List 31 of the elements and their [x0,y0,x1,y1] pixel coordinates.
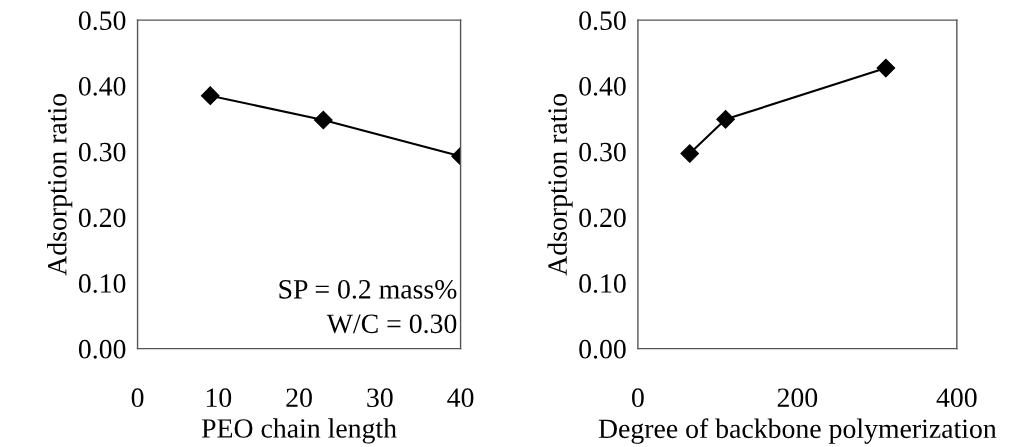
y-tick-label: 0.00 [78,339,126,359]
y-tick-label: 0.40 [579,76,626,96]
y-tick-label: 0.50 [579,11,626,31]
x-tick-label: 30 [367,388,393,408]
y-tick-label: 0.10 [579,274,626,293]
x-axis-title: Degree of backbone polymerization [598,418,997,444]
point [680,144,700,163]
point [313,110,333,130]
x-tick-label: 400 [936,388,977,408]
y-axis-title: Adsorption ratio [47,94,73,276]
y-tick-label: 0.20 [78,208,126,228]
y-tick-label: 0.40 [78,76,126,96]
x-tick-label: 40 [447,388,474,408]
x-tick-label: 0 [632,388,644,408]
x-tick-label: 10 [206,388,232,408]
point [716,109,735,129]
point [876,58,896,78]
x-tick-label: 0 [131,388,144,408]
y-axis-title: Adsorption ratio [547,94,573,276]
x-tick-label: 20 [286,388,312,408]
annotation: SP = 0.2 mass% [279,279,457,299]
y-tick-label: 0.30 [78,142,126,162]
y-tick-label: 0.30 [579,142,626,162]
y-tick-label: 0.20 [579,208,626,228]
y-tick-label: 0.00 [579,339,626,359]
x-tick-label: 200 [777,388,818,408]
annotation: W/C = 0.30 [326,314,457,334]
x-axis-title: PEO chain length [201,418,397,444]
point [200,86,220,106]
y-tick-label: 0.50 [78,11,126,31]
y-tick-label: 0.10 [78,274,126,293]
